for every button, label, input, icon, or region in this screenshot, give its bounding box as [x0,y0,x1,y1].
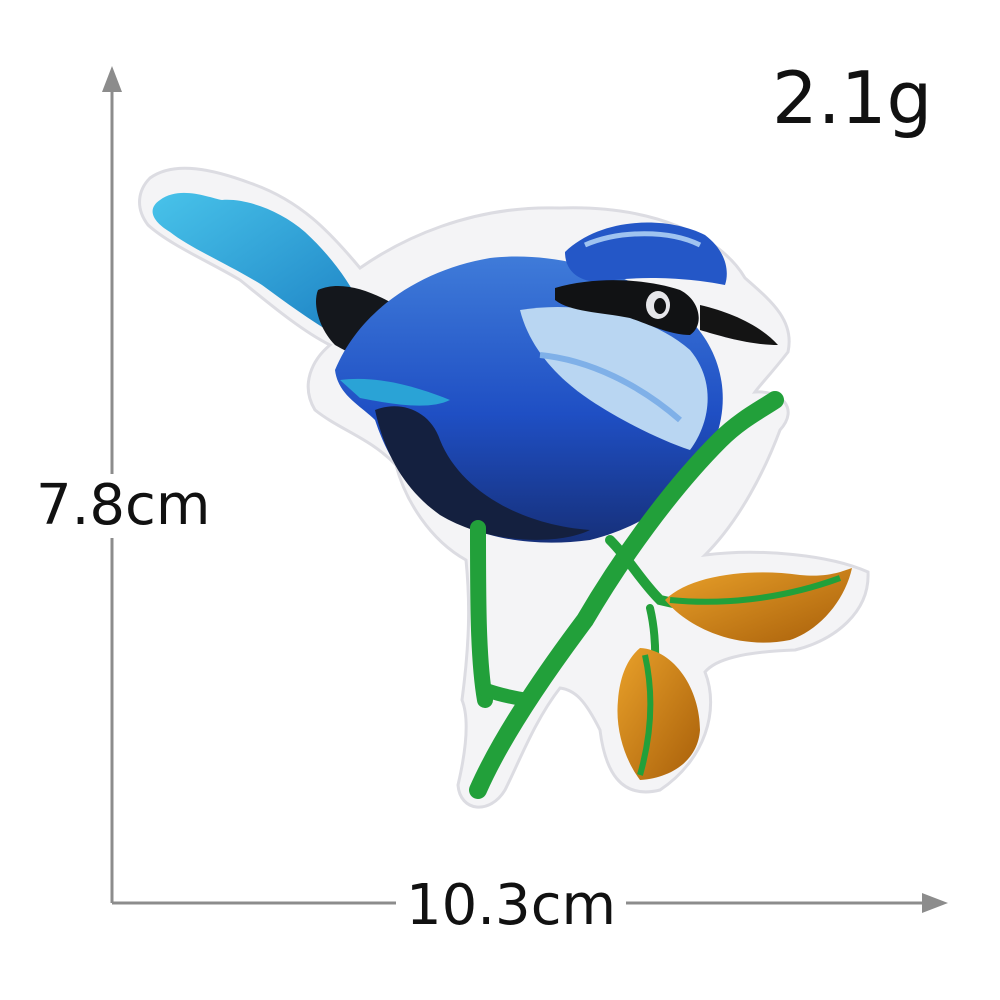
bird-beak [700,305,778,345]
width-arrow-icon [922,893,948,913]
leaf-lower [617,648,700,780]
cap-highlight [584,231,702,248]
weight-label: 2.1g [772,56,933,140]
width-label: 10.3cm [396,876,627,936]
embroidered-patch [138,166,870,809]
wing-stripe [340,378,450,406]
bird-pupil [654,298,666,314]
height-label: 7.8cm [30,474,217,538]
leaf-upper-vein [669,575,842,605]
body-dark-underside [375,406,590,540]
leaf-lower-vein [637,654,654,776]
chest-stripe [539,352,682,423]
height-arrow-icon [102,66,122,92]
bird-tail [152,192,360,335]
